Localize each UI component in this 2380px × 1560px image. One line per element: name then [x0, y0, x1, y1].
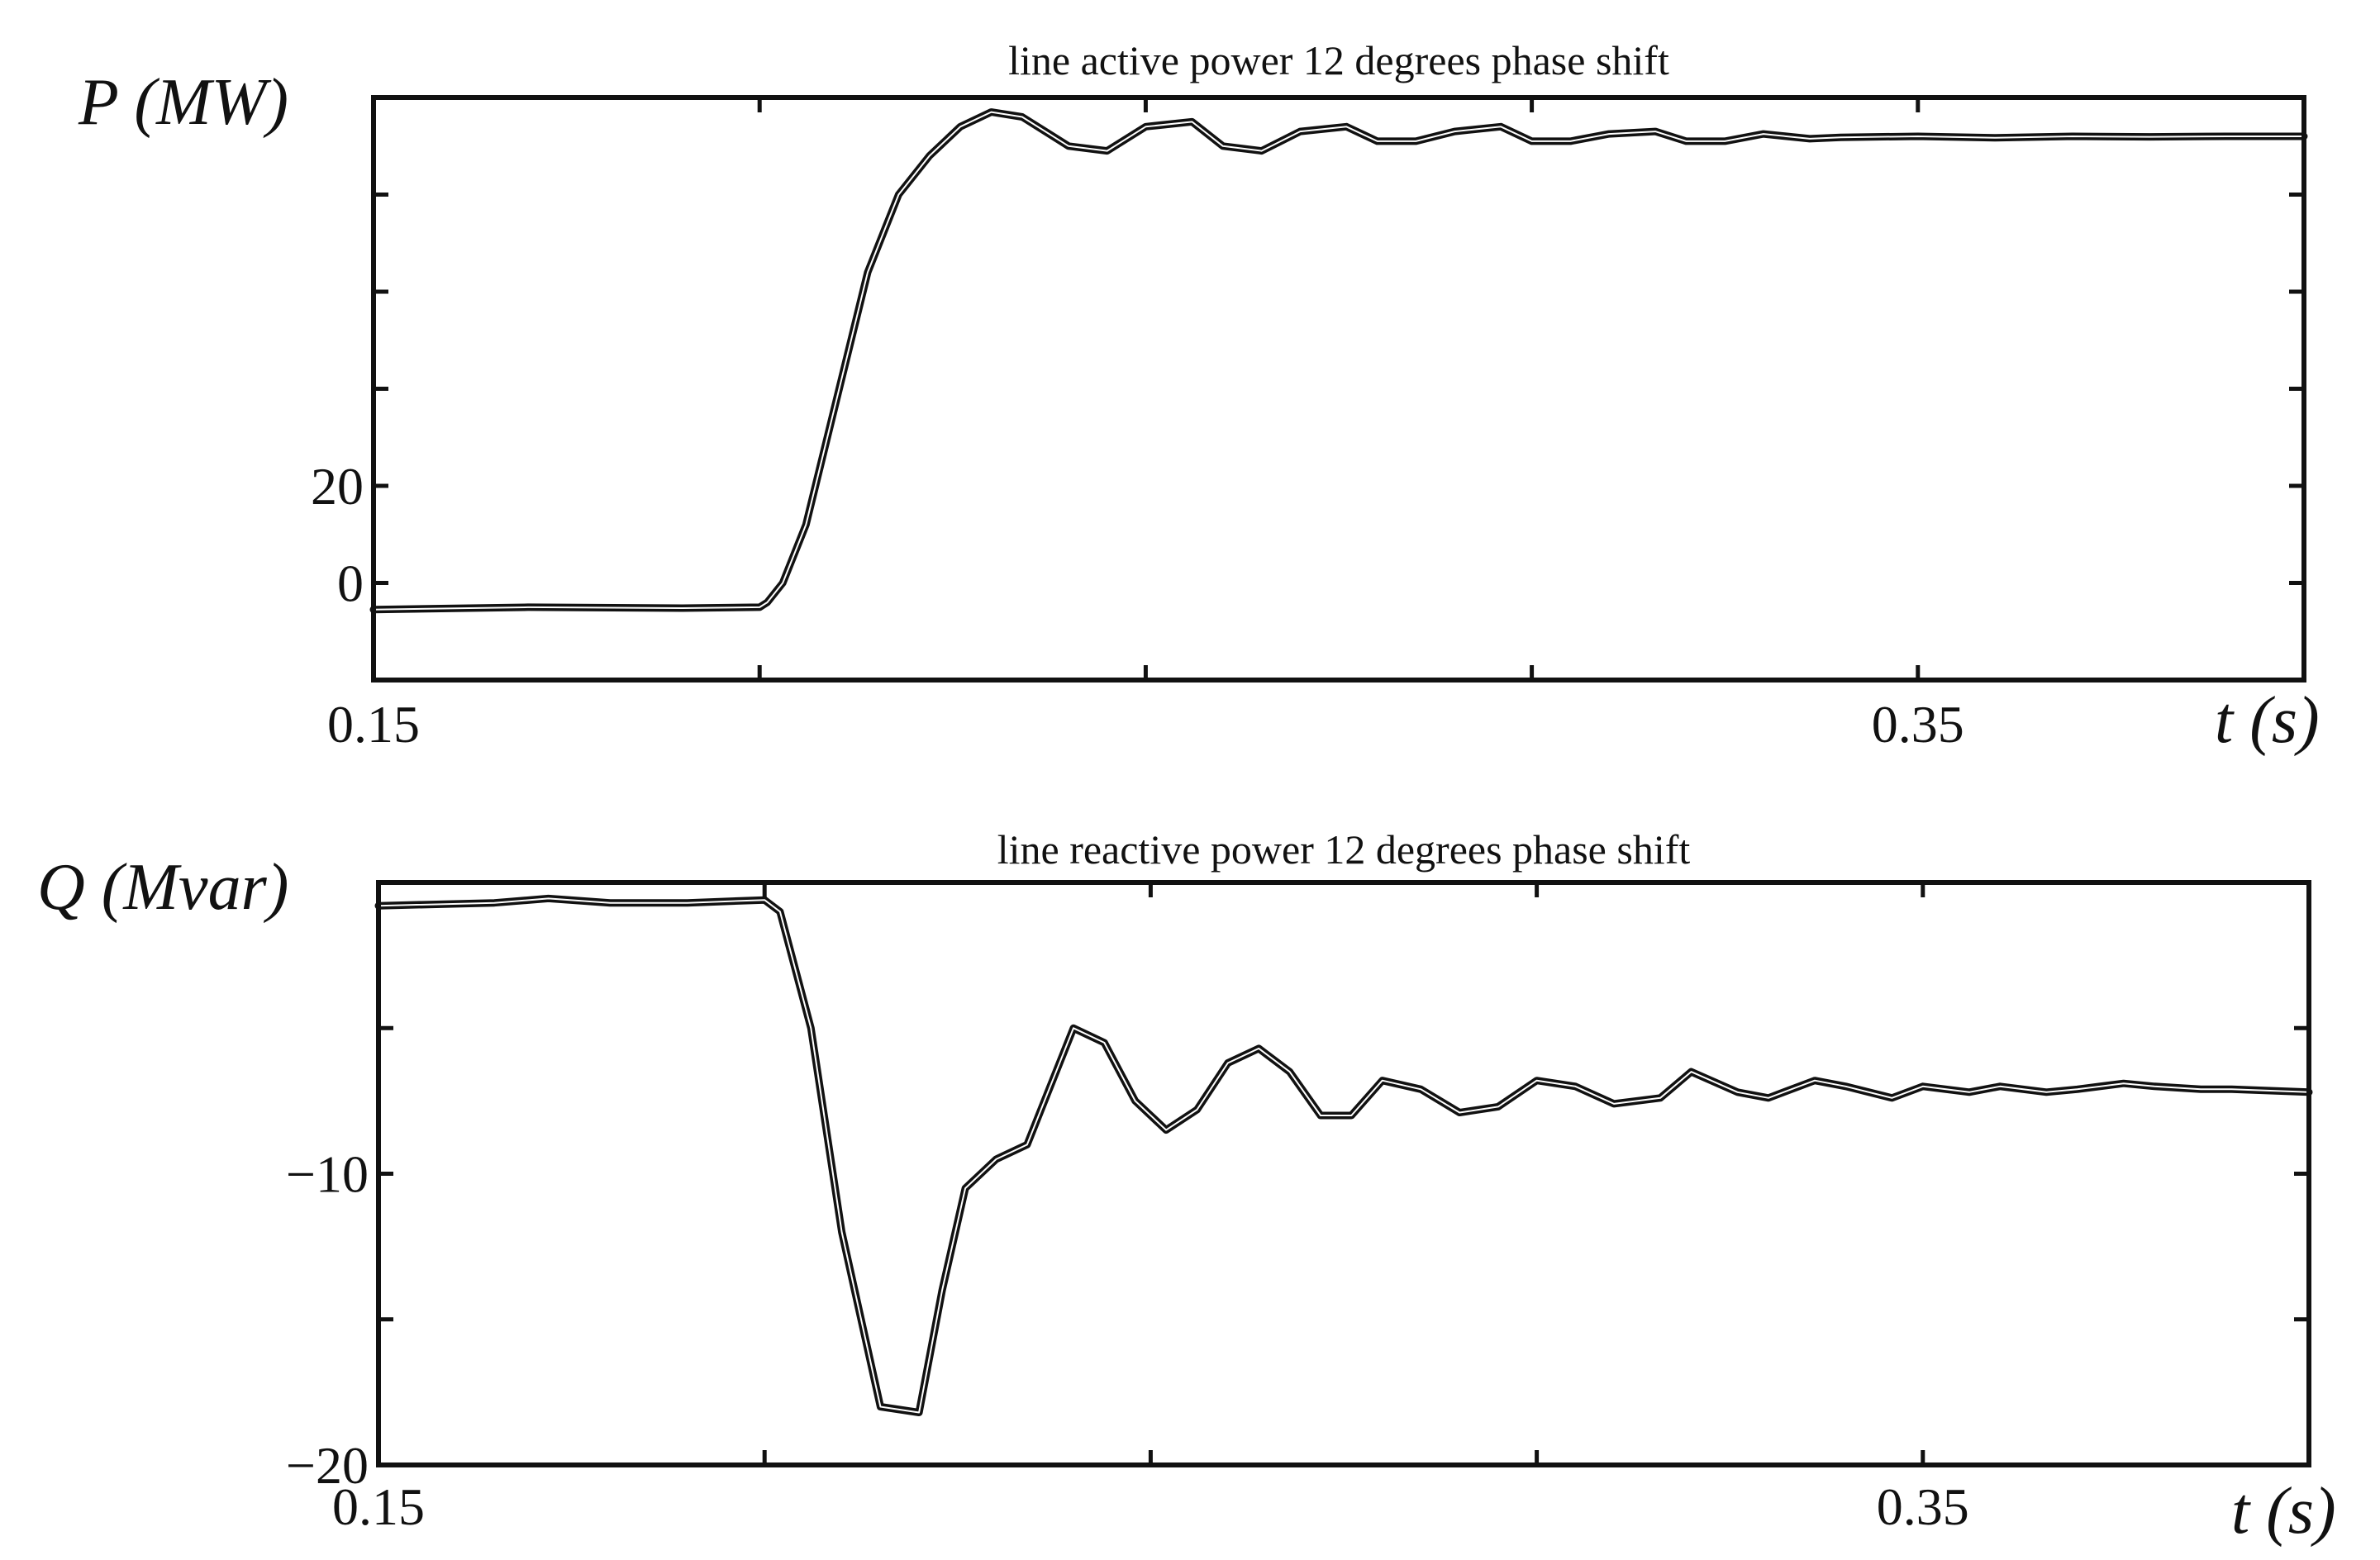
x-axis-label: t (s) — [2215, 684, 2320, 757]
chart-panel-1: line active power 12 degrees phase shift… — [78, 37, 2320, 757]
x-axis-label: t (s) — [2231, 1475, 2336, 1548]
series-line — [369, 108, 2308, 614]
y-tick-label: 20 — [311, 457, 364, 516]
y-tick-label: −20 — [286, 1436, 369, 1495]
x-tick-label: 0.35 — [1877, 1477, 1969, 1536]
y-axis-label: Q (Mvar) — [37, 851, 288, 924]
series-line-highlight — [373, 111, 2305, 611]
plot-frame — [376, 880, 2311, 1467]
chart-title: line active power 12 degrees phase shift — [1008, 37, 1669, 83]
series-line-highlight — [378, 897, 2310, 1414]
y-axis-label: P (MW) — [78, 66, 288, 139]
chart-panel-2: line reactive power 12 degrees phase shi… — [37, 826, 2336, 1548]
chart-title: line reactive power 12 degrees phase shi… — [997, 826, 1691, 873]
x-tick-label: 0.15 — [332, 1477, 425, 1536]
y-tick-label: 0 — [337, 554, 364, 613]
plot-frame — [371, 95, 2306, 682]
x-tick-label: 0.15 — [327, 695, 420, 754]
series-line — [374, 894, 2313, 1416]
x-tick-label: 0.35 — [1872, 695, 1964, 754]
y-tick-label: −10 — [286, 1145, 369, 1204]
